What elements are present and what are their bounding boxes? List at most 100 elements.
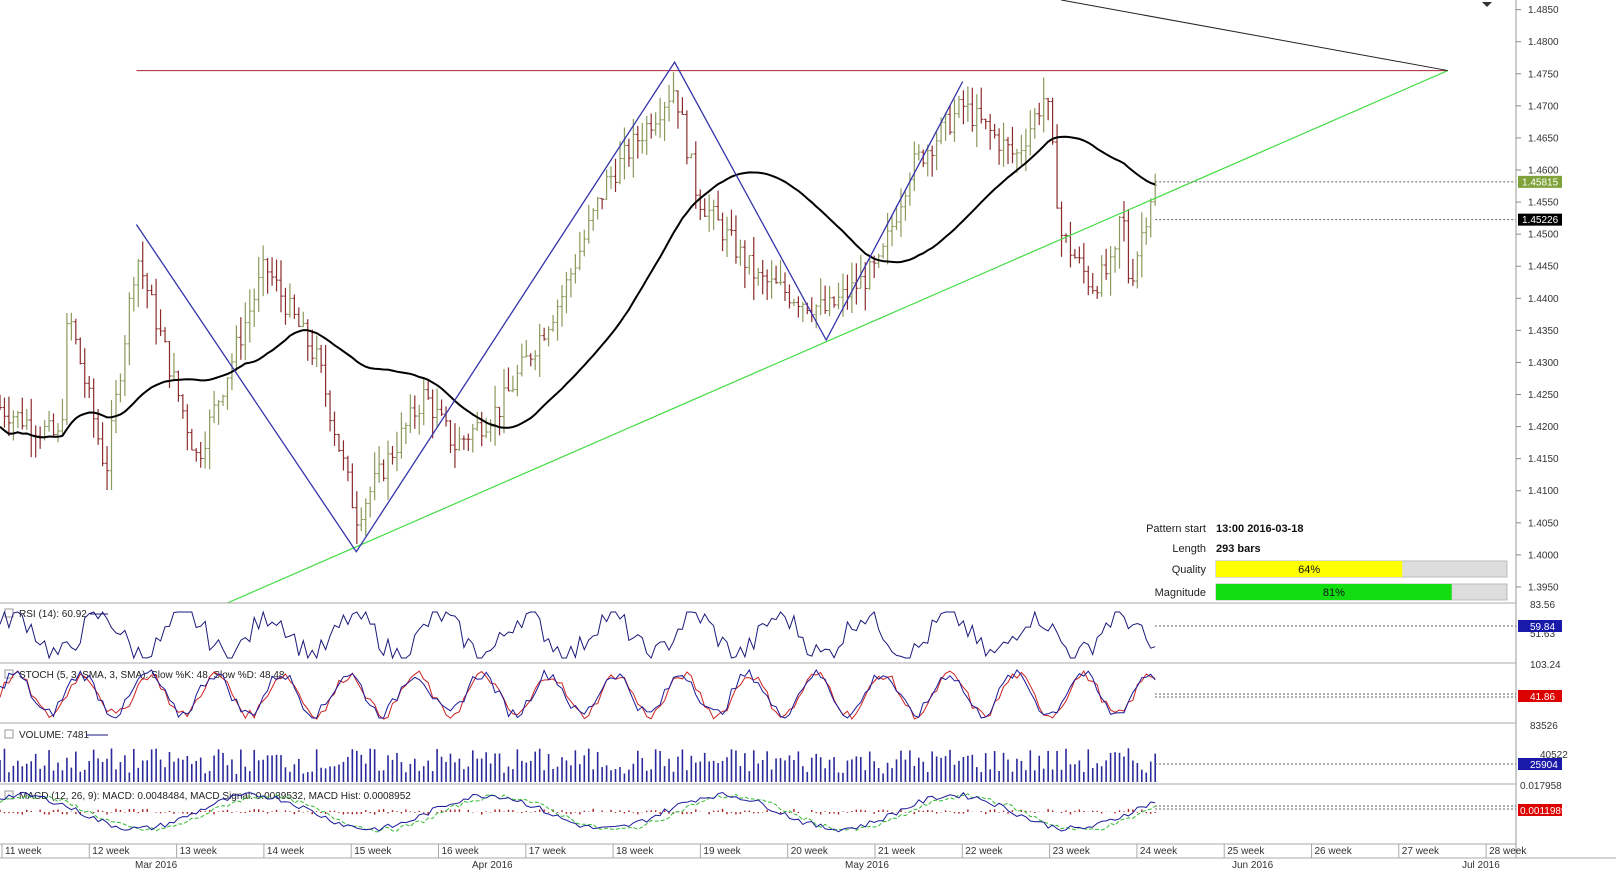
week-label: 15 week xyxy=(354,846,392,857)
length-label: Length xyxy=(1172,543,1206,555)
moving-average-line xyxy=(0,135,1156,439)
price-bars xyxy=(0,71,1158,545)
price-bar xyxy=(479,411,484,447)
price-bar xyxy=(78,337,83,365)
volume-tick-mid: 40522 xyxy=(1540,750,1568,761)
price-bar xyxy=(671,71,676,104)
price-bar xyxy=(51,413,56,438)
price-bar xyxy=(212,390,217,424)
price-bar xyxy=(974,94,979,148)
price-bar xyxy=(921,149,926,168)
stoch-close-icon[interactable] xyxy=(4,669,14,679)
price-bar xyxy=(207,409,212,470)
price-bar xyxy=(551,314,556,332)
price-bar xyxy=(323,345,328,407)
price-bar xyxy=(377,446,382,483)
price-tick-label: 1.3950 xyxy=(1528,582,1559,593)
macd-close-icon[interactable] xyxy=(4,790,14,800)
volume-title: VOLUME: 7481 xyxy=(19,730,89,741)
price-bar xyxy=(586,204,591,244)
price-bar xyxy=(252,288,257,327)
price-bar xyxy=(502,368,507,434)
price-bar xyxy=(140,241,145,289)
price-bar xyxy=(336,433,341,452)
week-label: 12 week xyxy=(92,846,130,857)
price-bar xyxy=(1077,246,1082,264)
price-bar xyxy=(1059,201,1064,257)
price-bar xyxy=(720,212,725,252)
price-bar xyxy=(122,334,127,397)
price-bar xyxy=(270,257,275,286)
week-label: 17 week xyxy=(529,846,567,857)
price-bar xyxy=(381,459,386,482)
descending-trend-line xyxy=(1061,0,1448,72)
price-bar xyxy=(533,350,538,371)
macd-histogram xyxy=(0,808,1156,815)
price-bar xyxy=(787,284,792,309)
price-bar xyxy=(243,302,248,361)
stoch-tag: 41.86 xyxy=(1530,692,1555,703)
price-bar xyxy=(368,486,373,518)
price-bar xyxy=(421,377,426,426)
week-label: 19 week xyxy=(703,846,741,857)
price-bar xyxy=(1086,265,1091,296)
price-bar xyxy=(573,254,578,284)
pattern-zigzag-line xyxy=(135,60,964,553)
support-trend-line xyxy=(227,70,1449,604)
price-bar xyxy=(6,396,11,437)
magnitude-value: 81% xyxy=(1323,587,1345,599)
price-bar xyxy=(1019,134,1024,165)
price-bar xyxy=(890,214,895,247)
price-bar xyxy=(15,411,20,428)
price-bar xyxy=(470,424,475,453)
price-bar xyxy=(198,441,203,468)
price-bar xyxy=(20,397,25,430)
week-label: 20 week xyxy=(791,846,829,857)
price-tick-label: 1.4300 xyxy=(1528,358,1559,369)
price-bar xyxy=(564,271,569,314)
price-bar xyxy=(823,285,828,314)
week-label: 24 week xyxy=(1140,846,1178,857)
price-bar xyxy=(965,86,970,122)
price-bar xyxy=(256,256,261,312)
price-bar xyxy=(542,327,547,341)
price-bar xyxy=(751,236,756,301)
price-bar xyxy=(171,352,176,380)
price-bar xyxy=(912,141,917,191)
price-bar xyxy=(386,440,391,500)
price-bar xyxy=(1014,148,1019,173)
price-bar xyxy=(47,410,52,432)
price-bar xyxy=(1081,242,1086,284)
price-bar xyxy=(756,267,761,286)
volume-close-icon[interactable] xyxy=(4,729,14,739)
scroll-down-icon[interactable] xyxy=(1482,2,1492,7)
week-label: 22 week xyxy=(965,846,1003,857)
price-bar xyxy=(1006,137,1011,165)
price-bar xyxy=(359,507,364,532)
price-bar xyxy=(992,123,997,139)
price-bar xyxy=(314,335,319,368)
rsi-title: RSI (14): 60.92 xyxy=(19,609,87,620)
macd-title: MACD (12, 26, 9): MACD: 0.0048484, MACD … xyxy=(19,791,411,802)
price-bar xyxy=(283,287,288,325)
price-bar xyxy=(506,367,511,392)
price-bar xyxy=(82,348,87,398)
price-bar xyxy=(832,296,837,308)
volume-tick-top: 83526 xyxy=(1530,721,1558,732)
price-bar xyxy=(96,409,101,445)
price-bar xyxy=(519,343,524,377)
week-label: 16 week xyxy=(442,846,480,857)
week-label: 27 week xyxy=(1402,846,1440,857)
month-label: Mar 2016 xyxy=(135,860,178,871)
price-bar xyxy=(154,278,159,345)
price-bar xyxy=(1153,173,1158,206)
pattern-start-label: Pattern start xyxy=(1146,523,1206,535)
length-value: 293 bars xyxy=(1216,543,1261,555)
price-bar xyxy=(145,272,150,309)
price-bar xyxy=(689,153,694,159)
price-tick-label: 1.4050 xyxy=(1528,518,1559,529)
price-bar xyxy=(261,245,266,297)
price-bar xyxy=(662,101,667,142)
price-bar xyxy=(742,240,747,289)
price-bar xyxy=(363,498,368,536)
